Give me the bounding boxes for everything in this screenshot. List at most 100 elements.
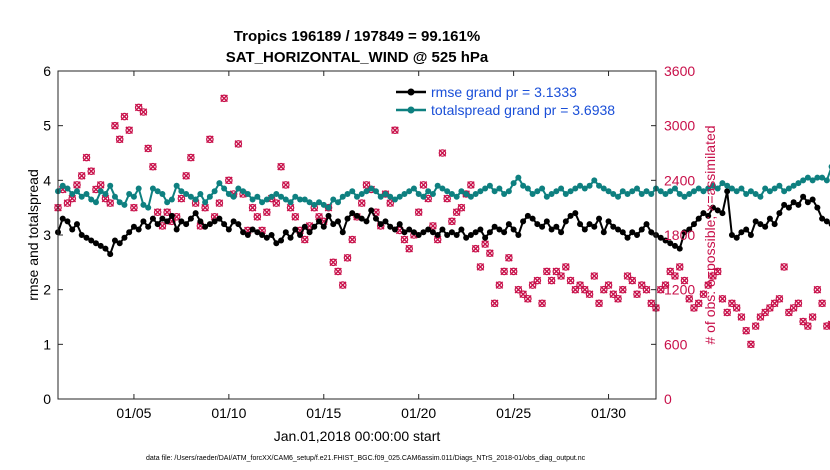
obs-point bbox=[742, 326, 750, 335]
rmse-point bbox=[491, 223, 498, 230]
obs-assimilated-marker bbox=[400, 235, 409, 244]
rmse-point bbox=[164, 218, 171, 225]
rmse-point bbox=[596, 215, 603, 222]
totalspread-point bbox=[695, 185, 702, 192]
obs-assimilated-marker bbox=[514, 285, 523, 294]
totalspread-point bbox=[472, 191, 479, 197]
totalspread-point bbox=[714, 185, 721, 192]
obs-assimilated-marker bbox=[158, 222, 167, 230]
obs-possible-marker bbox=[300, 235, 309, 244]
rmse-point bbox=[64, 218, 71, 225]
y-axis-ticks: 0 1 2 3 4 5 6 bbox=[43, 63, 63, 407]
obs-assimilated-marker bbox=[405, 244, 414, 253]
obs-possible-marker bbox=[585, 290, 594, 299]
obs-point bbox=[225, 176, 233, 185]
obs-possible-marker bbox=[457, 203, 466, 212]
obs-assimilated-marker bbox=[538, 299, 546, 308]
obs-possible-marker bbox=[87, 167, 96, 176]
y-tick-label: 6 bbox=[43, 63, 51, 79]
obs-point bbox=[467, 181, 475, 189]
rmse-point bbox=[168, 212, 175, 219]
obs-assimilated-marker bbox=[234, 140, 243, 148]
rmse-point bbox=[724, 188, 731, 195]
totalspread-point bbox=[183, 191, 190, 197]
obs-assimilated-marker bbox=[732, 304, 741, 312]
obs-point bbox=[144, 144, 152, 153]
footnote: data file: /Users/raeder/DAI/ATM_forcXX/… bbox=[146, 455, 586, 462]
totalspread-point bbox=[382, 191, 389, 197]
y-tick-label: 5 bbox=[43, 118, 51, 134]
obs-possible-marker bbox=[685, 294, 694, 303]
obs-assimilated-marker bbox=[780, 263, 788, 271]
obs-assimilated-marker bbox=[286, 203, 295, 212]
obs-assimilated-marker bbox=[614, 294, 622, 303]
totalspread-point bbox=[766, 188, 773, 195]
obs-possible-marker bbox=[604, 281, 613, 289]
obs-point bbox=[438, 149, 447, 157]
obs-point bbox=[818, 299, 826, 308]
obs-possible-marker bbox=[429, 222, 437, 230]
rmse-point bbox=[292, 226, 299, 233]
obs-assimilated-marker bbox=[675, 263, 684, 271]
obs-possible-marker bbox=[737, 313, 746, 321]
obs-point bbox=[509, 267, 518, 276]
obs-assimilated-marker bbox=[585, 290, 594, 299]
totalspread-point bbox=[605, 188, 612, 195]
totalspread-point bbox=[662, 191, 669, 197]
obs-point bbox=[115, 135, 124, 144]
obs-assimilated-marker bbox=[637, 281, 646, 289]
obs-possible-marker bbox=[448, 217, 456, 226]
obs-possible-marker bbox=[709, 272, 717, 280]
obs-point bbox=[120, 112, 129, 121]
rmse-point bbox=[747, 232, 754, 238]
obs-possible-marker bbox=[699, 290, 708, 299]
obs-assimilated-marker bbox=[334, 267, 342, 276]
rmse-point bbox=[719, 210, 726, 217]
obs-possible-marker bbox=[823, 322, 830, 330]
rmse-point bbox=[387, 223, 394, 230]
totalspread-point bbox=[339, 193, 346, 200]
rmse-point bbox=[534, 221, 541, 228]
obs-point bbox=[405, 244, 414, 253]
obs-possible-marker bbox=[789, 304, 798, 312]
obs-point bbox=[709, 272, 717, 280]
obs-point bbox=[419, 181, 428, 189]
obs-point bbox=[699, 290, 708, 299]
obs-point bbox=[139, 108, 148, 116]
rmse-point bbox=[572, 210, 579, 217]
obs-assimilated-marker bbox=[633, 290, 641, 299]
totalspread-point bbox=[387, 193, 394, 200]
totalspread-point bbox=[230, 193, 237, 200]
rmse-point bbox=[586, 221, 593, 228]
rmse-point bbox=[714, 207, 721, 214]
totalspread-point bbox=[534, 188, 541, 195]
x-tick-label: 01/20 bbox=[401, 405, 436, 421]
obs-assimilated-marker bbox=[804, 322, 812, 330]
totalspread-point bbox=[804, 174, 811, 181]
totalspread-point bbox=[510, 180, 517, 187]
totalspread-point bbox=[154, 188, 161, 195]
obs-possible-marker bbox=[742, 326, 750, 335]
rmse-point bbox=[240, 229, 247, 236]
obs-assimilated-marker bbox=[775, 294, 784, 303]
x-tick-label: 01/25 bbox=[496, 405, 531, 421]
totalspread-point bbox=[121, 201, 128, 208]
legend-rmse-marker bbox=[407, 88, 415, 96]
totalspread-point bbox=[249, 196, 256, 203]
rmse-point bbox=[467, 232, 474, 238]
totalspread-point bbox=[615, 193, 622, 200]
obs-point bbox=[338, 281, 347, 289]
totalspread-point bbox=[757, 193, 764, 200]
obs-assimilated-marker bbox=[562, 263, 570, 271]
rmse-point bbox=[624, 234, 631, 241]
totalspread-point bbox=[69, 191, 76, 197]
totalspread-point bbox=[596, 182, 603, 189]
totalspread-point bbox=[785, 185, 792, 192]
obs-assimilated-marker bbox=[747, 340, 755, 349]
y-tick-label: 3 bbox=[43, 227, 51, 243]
obs-possible-marker bbox=[547, 276, 556, 285]
totalspread-point bbox=[64, 185, 71, 192]
y-tick-label: 0 bbox=[43, 391, 51, 407]
totalspread-point bbox=[425, 188, 432, 195]
